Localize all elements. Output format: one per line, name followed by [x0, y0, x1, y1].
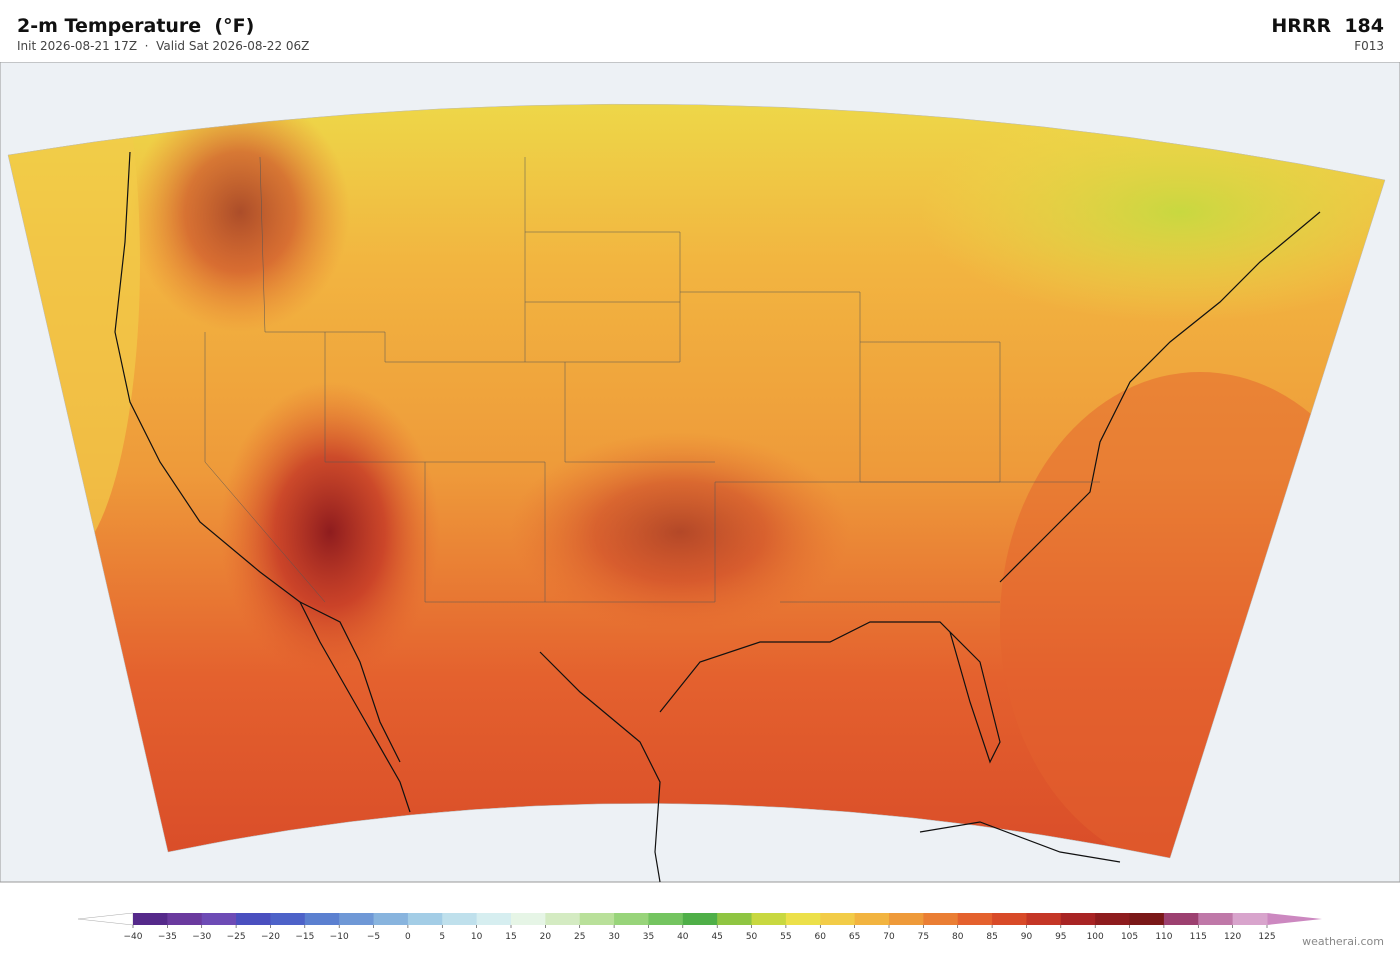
colorbar-tick-label: 105 — [1121, 932, 1138, 940]
temperature-field — [8, 104, 1385, 858]
forecast-hour: F013 — [1354, 39, 1384, 53]
colorbar-segment — [992, 913, 1027, 925]
colorbar: −40 −35 −30 −25 −20 −15 −10 −5 0 5 10 15 20 25 30 35 40 4… — [77, 912, 1322, 940]
colorbar-segment — [957, 913, 993, 925]
colorbar-tick-label: 90 — [1021, 932, 1033, 940]
coastlines — [114, 151, 1321, 883]
colorbar-tick-label: −15 — [295, 932, 314, 940]
colorbar-tick-label: 20 — [540, 932, 552, 940]
colorbar-segment — [717, 913, 753, 925]
colorbar-tick-label: −35 — [158, 932, 177, 940]
colorbar-segment — [167, 913, 203, 925]
colorbar-over — [1267, 913, 1322, 925]
colorbar-segment — [1095, 913, 1131, 925]
colorbar-tick-label: −25 — [227, 932, 246, 940]
colorbar-tick-label: −30 — [192, 932, 211, 940]
colorbar-segment — [648, 913, 684, 925]
colorbar-segment — [1198, 913, 1234, 925]
colorbar-segment — [304, 913, 340, 925]
colorbar-segment — [133, 913, 168, 925]
colorbar-tick-label: −10 — [330, 932, 349, 940]
colorbar-segment — [511, 913, 546, 925]
colorbar-tick-label: 30 — [608, 932, 620, 940]
colorbar-segment — [442, 913, 478, 925]
credit: weatherai.com — [1302, 935, 1384, 948]
colorbar-segment — [1026, 913, 1062, 925]
colorbar-tick-label: −5 — [367, 932, 380, 940]
colorbar-tick-label: 25 — [574, 932, 585, 940]
colorbar-tick-label: 95 — [1055, 932, 1066, 940]
colorbar-segment — [785, 913, 821, 925]
state-borders — [204, 156, 1100, 603]
colorbar-segment — [1060, 913, 1096, 925]
colorbar-segment — [820, 913, 856, 925]
colorbar-tick-label: 40 — [677, 932, 689, 940]
colorbar-tick-label: 110 — [1155, 932, 1172, 940]
colorbar-tick-label: −40 — [124, 932, 143, 940]
colorbar-segment — [854, 913, 890, 925]
colorbar-tick-label: 0 — [405, 932, 411, 940]
colorbar-segment — [545, 913, 581, 925]
colorbar-tick-label: 70 — [883, 932, 895, 940]
colorbar-segment — [682, 913, 718, 925]
colorbar-segment — [270, 913, 306, 925]
colorbar-tick-label: 65 — [849, 932, 860, 940]
colorbar-segment — [751, 913, 787, 925]
colorbar-segment — [339, 913, 375, 925]
colorbar-tick-label: 85 — [986, 932, 997, 940]
colorbar-segment — [236, 913, 271, 925]
colorbar-segment — [1129, 913, 1165, 925]
colorbar-tick-label: 80 — [952, 932, 964, 940]
colorbar-tick-label: 45 — [711, 932, 722, 940]
colorbar-tick-label: 10 — [471, 932, 483, 940]
colorbar-tick-label: 50 — [746, 932, 758, 940]
colorbar-segment — [1232, 913, 1268, 925]
colorbar-segment — [1163, 913, 1199, 925]
colorbar-segment — [579, 913, 615, 925]
colorbar-tick-label: 5 — [439, 932, 445, 940]
map — [0, 62, 1400, 883]
title: 2-m Temperature (°F) — [17, 15, 255, 37]
colorbar-tick-label: 60 — [815, 932, 827, 940]
colorbar-segment — [476, 913, 512, 925]
colorbar-under — [77, 912, 134, 926]
colorbar-tick-label: 120 — [1224, 932, 1241, 940]
colorbar-segment — [201, 913, 237, 925]
colorbar-segment — [614, 913, 649, 925]
colorbar-tick-label: −20 — [261, 932, 280, 940]
colorbar-segment — [407, 913, 443, 925]
colorbar-segment — [923, 913, 959, 925]
colorbar-tick-label: 35 — [643, 932, 654, 940]
colorbar-segment — [889, 913, 924, 925]
colorbar-tick-label: 15 — [505, 932, 516, 940]
colorbar-tick-label: 75 — [918, 932, 929, 940]
colorbar-tick-label: 55 — [780, 932, 791, 940]
colorbar-tick-label: 125 — [1258, 932, 1275, 940]
model-run: HRRR 184 — [1271, 15, 1384, 37]
subtitle: Init 2026-08-21 17Z · Valid Sat 2026-08-… — [17, 39, 310, 53]
colorbar-segment — [373, 913, 409, 925]
colorbar-tick-label: 115 — [1190, 932, 1207, 940]
colorbar-tick-label: 100 — [1087, 932, 1104, 940]
